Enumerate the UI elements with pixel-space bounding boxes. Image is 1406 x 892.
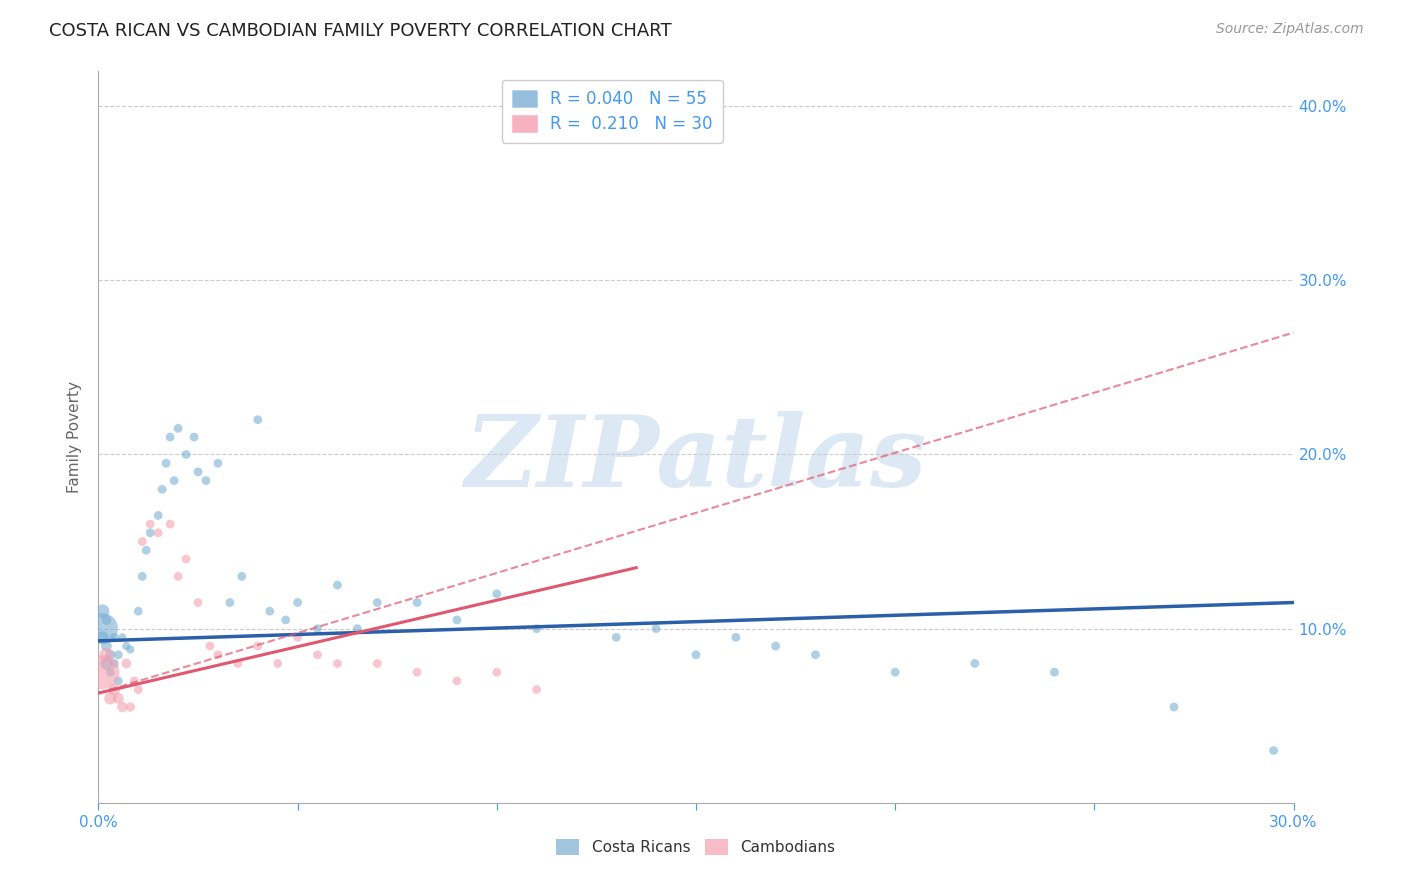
Point <box>219 595 242 609</box>
Point <box>103 657 125 671</box>
Point <box>246 639 269 653</box>
Point <box>366 595 388 609</box>
Point <box>366 657 388 671</box>
Point <box>98 648 122 662</box>
Point <box>120 642 142 657</box>
Point <box>307 622 329 636</box>
Point <box>1043 665 1066 680</box>
Point <box>131 569 153 583</box>
Point <box>98 665 122 680</box>
Point <box>645 622 668 636</box>
Point <box>326 578 349 592</box>
Point <box>155 456 177 470</box>
Point <box>406 595 429 609</box>
Point <box>1263 743 1285 757</box>
Point <box>884 665 907 680</box>
Point <box>183 430 205 444</box>
Point <box>307 648 329 662</box>
Point <box>139 517 162 532</box>
Point <box>187 465 209 479</box>
Point <box>148 508 170 523</box>
Point <box>96 657 118 671</box>
Point <box>148 525 170 540</box>
Point <box>174 448 197 462</box>
Point <box>605 631 627 645</box>
Point <box>526 622 548 636</box>
Point <box>167 569 190 583</box>
Point <box>406 665 429 680</box>
Point <box>107 691 129 706</box>
Point <box>446 613 468 627</box>
Point <box>91 631 114 645</box>
Point <box>485 665 508 680</box>
Point <box>111 631 134 645</box>
Point <box>326 657 349 671</box>
Point <box>96 648 118 662</box>
Point <box>98 691 122 706</box>
Point <box>231 569 253 583</box>
Point <box>485 587 508 601</box>
Point <box>124 673 146 688</box>
Point <box>103 682 125 697</box>
Point <box>174 552 197 566</box>
Text: ZIPatlas: ZIPatlas <box>465 411 927 508</box>
Point <box>150 483 173 497</box>
Point <box>135 543 157 558</box>
Point <box>159 517 181 532</box>
Point <box>963 657 986 671</box>
Point <box>115 639 138 653</box>
Y-axis label: Family Poverty: Family Poverty <box>67 381 83 493</box>
Point <box>198 639 221 653</box>
Point <box>115 657 138 671</box>
Point <box>195 474 218 488</box>
Point <box>287 631 309 645</box>
Text: COSTA RICAN VS CAMBODIAN FAMILY POVERTY CORRELATION CHART: COSTA RICAN VS CAMBODIAN FAMILY POVERTY … <box>49 22 672 40</box>
Point <box>127 682 149 697</box>
Point <box>207 648 229 662</box>
Point <box>267 657 290 671</box>
Point <box>167 421 190 435</box>
Point <box>91 622 114 636</box>
Point <box>107 673 129 688</box>
Point <box>287 595 309 609</box>
Point <box>91 665 114 680</box>
Point <box>96 639 118 653</box>
Point <box>127 604 149 618</box>
Point <box>226 657 249 671</box>
Point <box>91 604 114 618</box>
Point <box>187 595 209 609</box>
Point <box>207 456 229 470</box>
Point <box>685 648 707 662</box>
Point <box>765 639 787 653</box>
Point <box>131 534 153 549</box>
Legend: Costa Ricans, Cambodians: Costa Ricans, Cambodians <box>550 833 842 861</box>
Point <box>346 622 368 636</box>
Point <box>103 631 125 645</box>
Point <box>159 430 181 444</box>
Point <box>724 631 747 645</box>
Point <box>139 525 162 540</box>
Point <box>107 648 129 662</box>
Point <box>804 648 827 662</box>
Point <box>446 673 468 688</box>
Point <box>259 604 281 618</box>
Point <box>120 700 142 714</box>
Point <box>163 474 186 488</box>
Text: Source: ZipAtlas.com: Source: ZipAtlas.com <box>1216 22 1364 37</box>
Point <box>526 682 548 697</box>
Point <box>246 412 269 426</box>
Point <box>1163 700 1185 714</box>
Point <box>111 700 134 714</box>
Point <box>96 613 118 627</box>
Point <box>274 613 297 627</box>
